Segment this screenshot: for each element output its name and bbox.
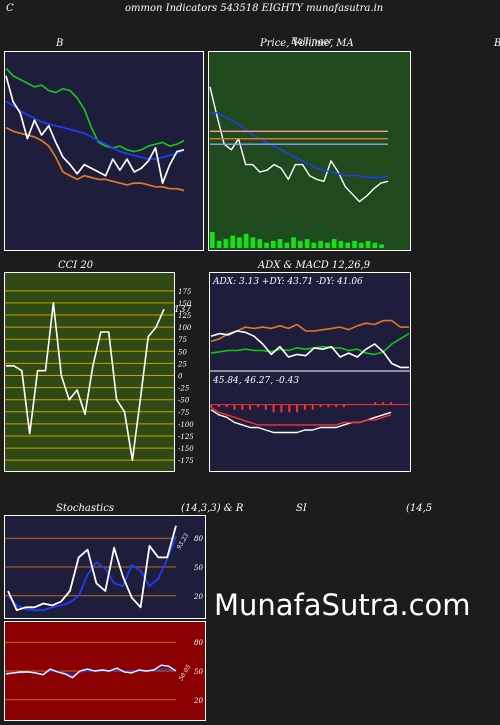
stochastics-label: Stochastics (56, 503, 114, 514)
cci-tick-label: 175 (178, 288, 192, 296)
volume-bar (284, 242, 290, 248)
adx-macd-panel: ADX: 3.13 +DY: 43.71 -DY: 41.06 45.84, 4… (209, 272, 411, 472)
cci-label: CCI 20 (58, 260, 94, 271)
adx-series-1 (210, 332, 410, 356)
volume-bar (372, 242, 378, 248)
bollinger-lines (5, 67, 185, 192)
macd-lines (210, 402, 409, 434)
stochastics-grid: 80 50 20 (5, 535, 203, 601)
volume-bar (270, 240, 276, 248)
cci-tick-label: 75 (178, 336, 187, 344)
cci-lines: 137 (6, 302, 191, 461)
stochastics-series-1 (7, 525, 177, 612)
volume-bar (216, 240, 222, 248)
cci-tick-label: 125 (178, 312, 192, 320)
price-series-1 (210, 112, 389, 179)
volume-bar (291, 237, 296, 248)
volume-bar (257, 239, 263, 248)
cci-tick-label: -125 (178, 433, 194, 441)
volume-bar (325, 242, 330, 248)
adx-lines (210, 319, 410, 369)
cci-tick-label: 100 (178, 324, 192, 332)
bollinger-series-0 (5, 67, 185, 153)
right-cut-label: B (494, 38, 500, 49)
macd-series-1 (210, 406, 392, 426)
volume-bar (318, 240, 323, 248)
volume-bar (264, 242, 269, 248)
volume-bar (311, 242, 317, 248)
volume-bar (243, 233, 249, 248)
cci-panel: 175 150 125 100 75 50 25 0 -25 -50 -75 -100 -125 -150… (4, 272, 194, 472)
volume-bar (331, 239, 337, 248)
cci-tick-label: -75 (178, 409, 190, 417)
volume-bar (352, 240, 357, 248)
price-overlay-label: Ballinger (291, 37, 333, 47)
price-label: Price, Volume, MA (260, 38, 354, 49)
volume-bar (210, 232, 215, 248)
price-panel (208, 51, 411, 251)
rsi-series-1 (5, 664, 177, 679)
volume-bar (345, 242, 351, 248)
adx-macd-label: ADX & MACD 12,26,9 (258, 260, 371, 271)
stochastics-tick-label: 80 (194, 535, 203, 543)
cci-tick-label: -150 (178, 445, 194, 453)
rsi-label: SI (296, 503, 307, 514)
header-title: ommon Indicators 543518 EIGHTY munafasut… (125, 3, 384, 14)
stochastics-tick-label: 20 (193, 593, 203, 601)
volume-bar (277, 239, 283, 248)
adx-series-2 (210, 330, 409, 369)
stochastics-tick-label: 50 (194, 564, 203, 572)
volume-bar (304, 239, 310, 248)
price-panel-frame (208, 51, 411, 251)
adx-macd-frame (209, 272, 411, 472)
rsi-tick-label: 80 (194, 639, 203, 647)
volume-bar (237, 237, 242, 248)
cci-tick-label: 50 (178, 348, 187, 356)
bollinger-panel (4, 51, 204, 251)
cci-tick-label: -175 (178, 457, 194, 465)
bollinger-series-1 (5, 100, 185, 160)
cci-tick-label: 150 (178, 300, 192, 308)
volume-bar (365, 240, 371, 248)
cci-series-0 (6, 302, 165, 461)
cci-tick-label: -50 (178, 397, 190, 405)
cci-tick-label: -25 (178, 385, 190, 393)
cci-plot-frame (4, 272, 175, 472)
cci-tick-label: -100 (178, 421, 194, 429)
bollinger-label: B (56, 38, 64, 49)
cci-last-value: 137 (174, 305, 191, 315)
rsi-tick-label: 20 (193, 697, 203, 705)
volume-bar (230, 235, 235, 248)
volume-bars (210, 232, 384, 248)
header-left-letter: C (6, 3, 14, 14)
price-series-0 (209, 86, 389, 203)
cci-tick-label: 0 (178, 373, 183, 381)
volume-bar (223, 239, 229, 248)
volume-bar (379, 244, 384, 248)
watermark: MunafaSutra.com (214, 588, 471, 622)
rsi-params: (14,5 (406, 503, 433, 514)
rsi-tick-label: 50 (194, 668, 203, 676)
bollinger-series-2 (5, 126, 185, 192)
volume-bar (250, 237, 256, 248)
bollinger-panel-frame (4, 51, 204, 251)
price-lines (209, 86, 389, 203)
bollinger-series-3 (5, 75, 185, 184)
volume-bar (358, 242, 364, 248)
cci-tick-label: 25 (177, 360, 187, 368)
stochastics-params: (14,3,3) & R (181, 503, 244, 514)
adx-readout: ADX: 3.13 +DY: 43.71 -DY: 41.06 (212, 277, 363, 287)
volume-bar (298, 240, 303, 248)
adx-series-0 (210, 319, 409, 343)
volume-bar (338, 240, 344, 248)
macd-readout: 45.84, 46.27, -0.43 (212, 376, 299, 386)
